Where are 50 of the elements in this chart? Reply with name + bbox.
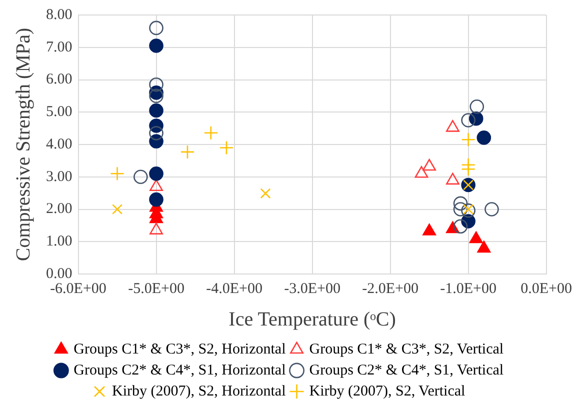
point — [260, 188, 271, 199]
point — [477, 240, 491, 253]
legend-label: Groups C1* & C3*, S2, Vertical — [309, 341, 504, 358]
point — [453, 202, 468, 216]
x-tick-label: -1.0E+00 — [440, 280, 496, 297]
point — [149, 38, 164, 53]
y-tick-label: 7.00 — [46, 39, 72, 56]
legend-label: Kirby (2007), S2, Horizontal — [112, 383, 286, 400]
point — [219, 140, 234, 155]
legend-label: Groups C1* & C3*, S2, Horizontal — [74, 341, 286, 358]
y-tick-label: 3.00 — [46, 168, 72, 185]
point — [461, 162, 476, 176]
point — [149, 192, 164, 207]
legend-label: Groups C2* & C4*, S1, Horizontal — [74, 362, 286, 378]
y-tick-label: 5.00 — [46, 104, 72, 120]
point — [204, 126, 218, 140]
point — [149, 20, 164, 36]
point — [476, 130, 492, 145]
point — [453, 219, 468, 234]
point — [180, 144, 195, 160]
point — [149, 103, 164, 118]
y-axis-title: Compressive Strength (MPa) — [12, 28, 34, 262]
x-tick-label: -6.0E+00 — [50, 280, 106, 297]
point — [110, 166, 124, 181]
point — [149, 77, 164, 92]
x-tick-label: 0.0E+00 — [520, 280, 572, 297]
x-tick-label: -5.0E+00 — [128, 280, 184, 297]
point — [149, 88, 164, 104]
y-tick-label: 4.00 — [46, 136, 72, 152]
legend-label: Kirby (2007), S2, Vertical — [309, 383, 466, 400]
legend-label: Groups C2* & C4*, S1, Vertical — [309, 362, 504, 378]
point — [134, 170, 148, 184]
point — [453, 196, 468, 211]
y-tick-label: 2.00 — [46, 201, 72, 218]
point — [461, 113, 476, 128]
point — [484, 202, 499, 216]
x-axis-title: Ice Temperature (ᵒC) — [228, 308, 396, 330]
y-tick-label: 0.00 — [46, 266, 72, 282]
point — [461, 203, 476, 218]
point — [149, 166, 164, 181]
y-tick-label: 8.00 — [46, 6, 72, 23]
point — [461, 132, 476, 147]
point — [149, 126, 164, 140]
x-tick-label: -2.0E+00 — [362, 280, 418, 297]
y-tick-label: 6.00 — [46, 72, 72, 88]
x-tick-label: -4.0E+00 — [206, 280, 262, 297]
x-tick-label: -3.0E+00 — [284, 280, 340, 297]
y-tick-label: 1.00 — [46, 234, 72, 250]
point — [470, 99, 484, 114]
point — [112, 204, 122, 214]
